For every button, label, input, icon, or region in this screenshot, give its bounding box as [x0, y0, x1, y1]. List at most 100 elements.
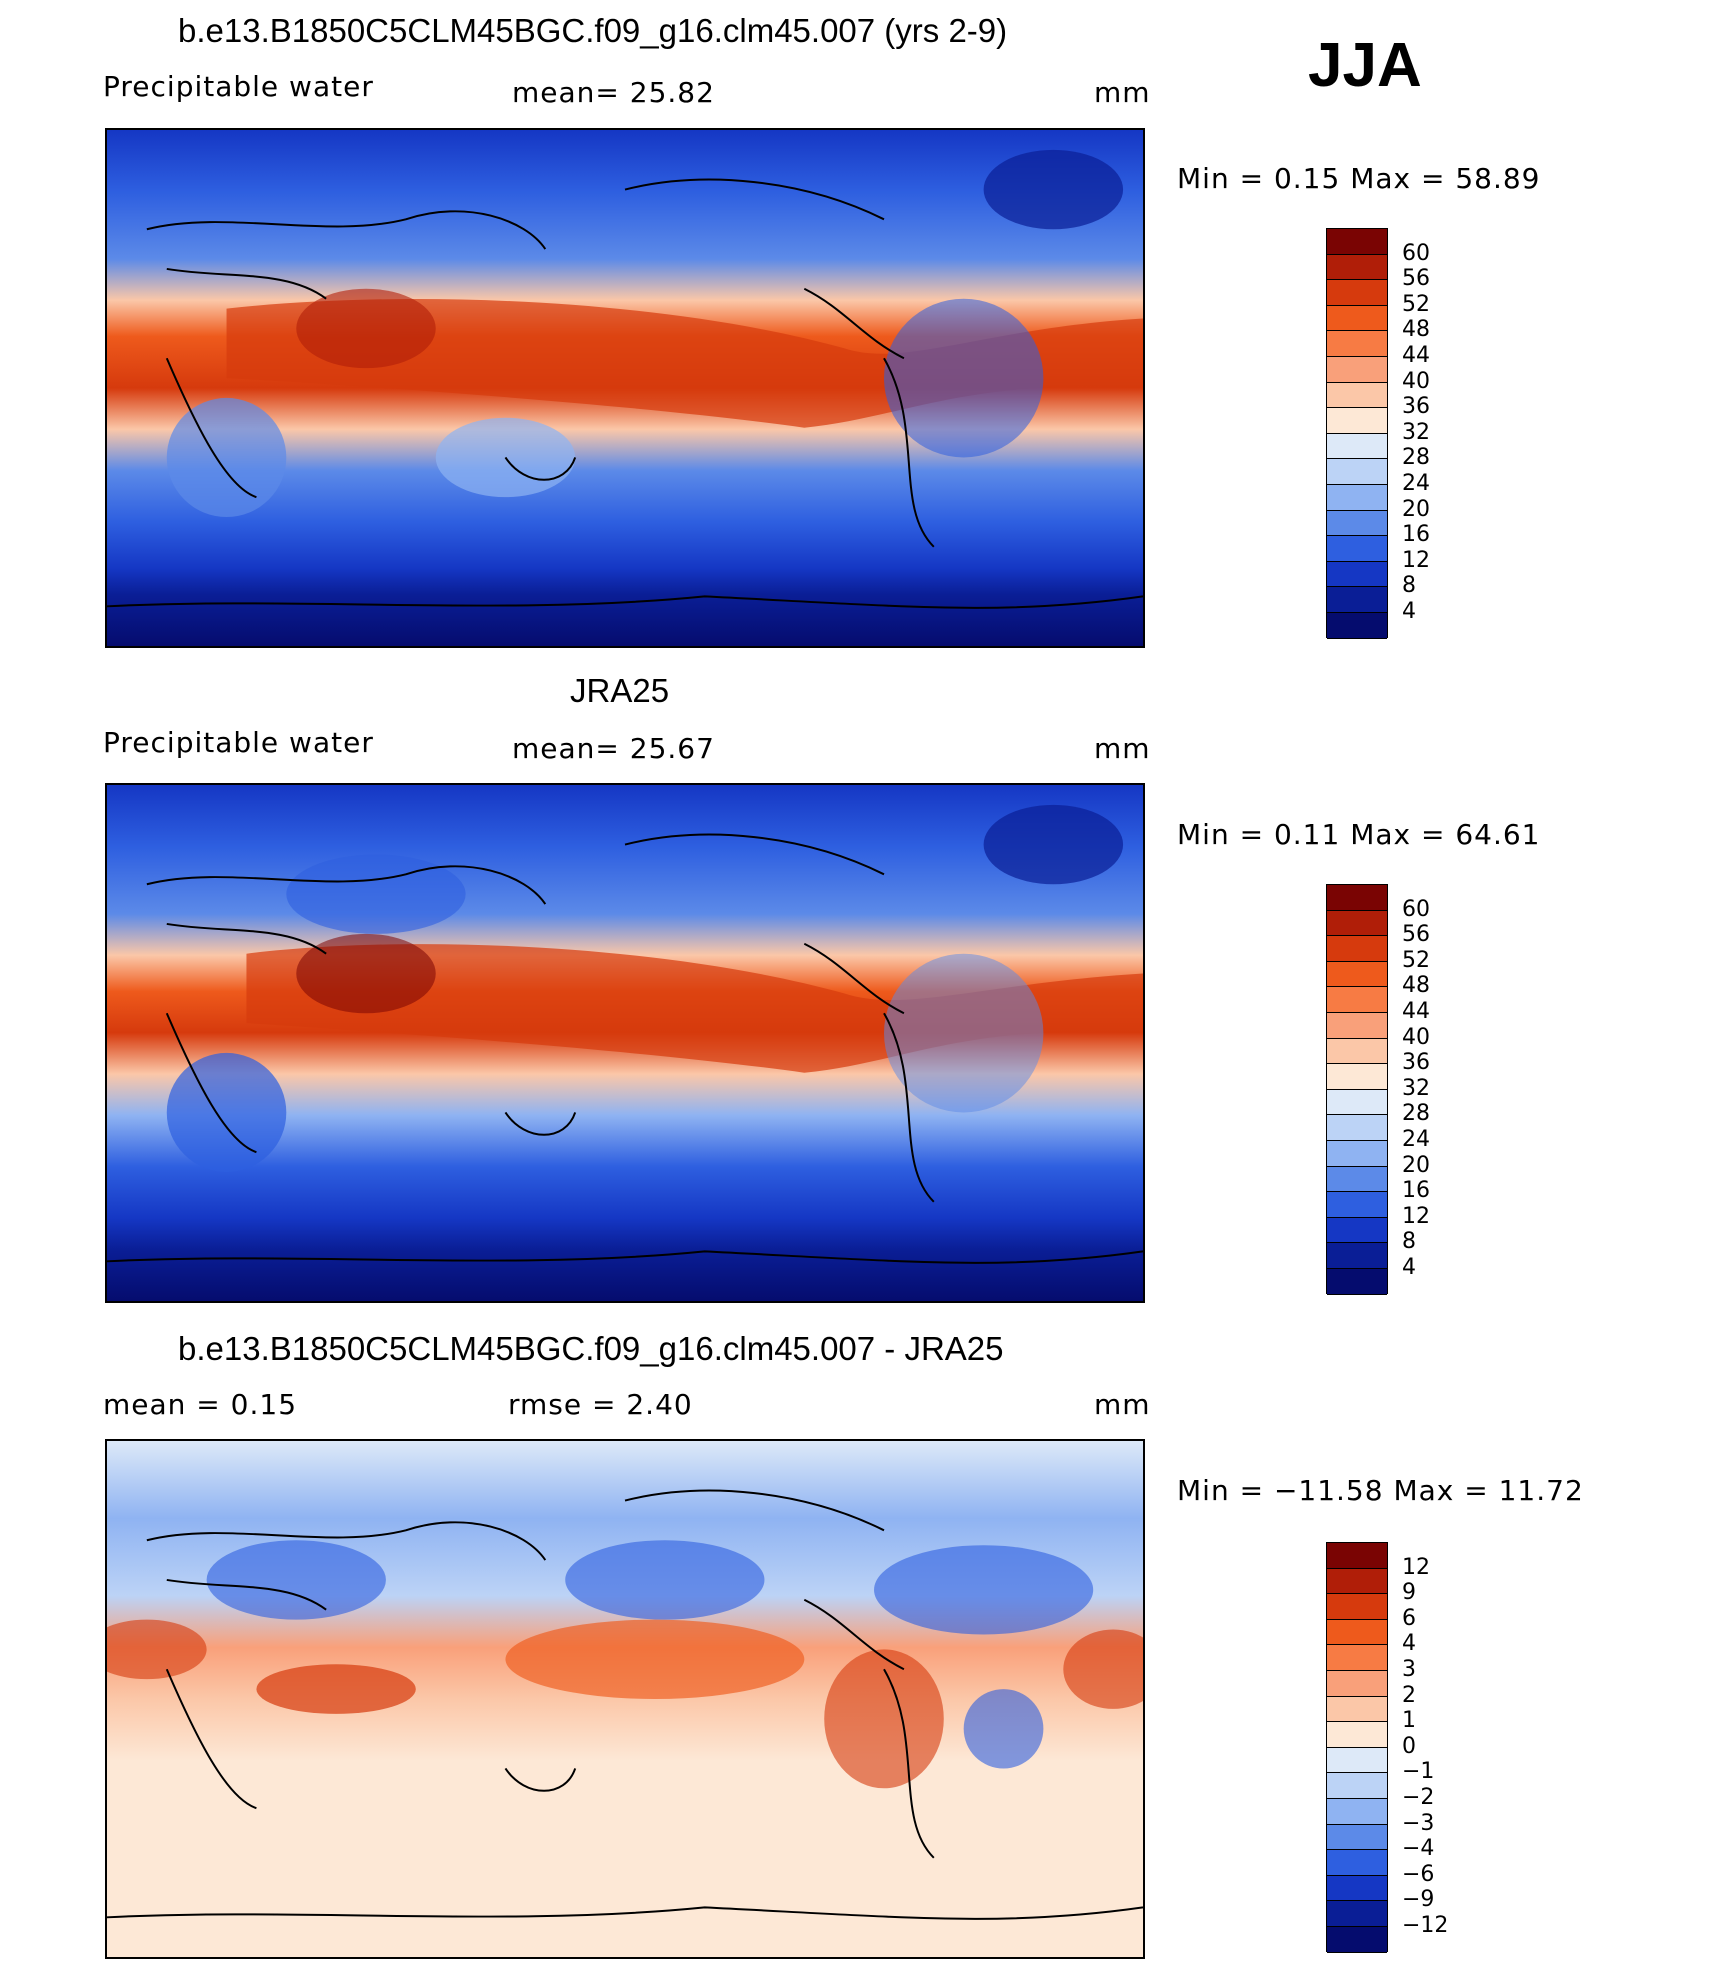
colorbar-box: [1326, 884, 1388, 1295]
panel2-units: mm: [1094, 732, 1151, 765]
panel3-minmax: Min = −11.58 Max = 11.72: [1177, 1474, 1584, 1507]
colorbar-swatch: [1327, 510, 1387, 537]
panel1-map-field: [107, 130, 1143, 646]
colorbar-swatch: [1327, 1115, 1387, 1141]
panel3-title: b.e13.B1850C5CLM45BGC.f09_g16.clm45.007 …: [178, 1330, 1004, 1367]
colorbar-swatch: [1327, 1875, 1387, 1902]
colorbar-tick-label: 20: [1402, 1152, 1430, 1178]
colorbar-swatch: [1327, 561, 1387, 588]
colorbar-tick-label: −6: [1402, 1861, 1435, 1887]
colorbar-tick-label: 44: [1402, 343, 1430, 368]
colorbar-swatch: [1327, 1901, 1387, 1927]
colorbar-tick-label: 40: [1402, 1024, 1430, 1050]
panel1-variable-label: Precipitable water: [103, 70, 374, 103]
colorbar-tick-label: 24: [1402, 1127, 1430, 1152]
colorbar-swatch: [1327, 331, 1387, 357]
panel2-mean-label: mean= 25.67: [512, 732, 715, 765]
colorbar-swatch: [1327, 280, 1387, 306]
colorbar-tick-label: 3: [1402, 1657, 1416, 1682]
colorbar-swatch: [1327, 229, 1387, 255]
colorbar-swatch: [1327, 1722, 1387, 1748]
colorbar-tick-label: 44: [1402, 999, 1430, 1024]
colorbar-swatch: [1327, 613, 1387, 639]
colorbar-swatch: [1327, 1089, 1387, 1116]
panel3-map: [105, 1439, 1145, 1959]
colorbar-swatch: [1327, 1799, 1387, 1825]
colorbar-swatch: [1327, 408, 1387, 434]
colorbar-swatch: [1327, 961, 1387, 988]
colorbar-swatch: [1327, 433, 1387, 460]
colorbar-swatch: [1327, 885, 1387, 911]
colorbar-tick-label: 20: [1402, 496, 1430, 522]
colorbar-tick-label: 16: [1402, 1178, 1430, 1204]
colorbar-swatch: [1327, 1927, 1387, 1953]
colorbar-swatch: [1327, 305, 1387, 332]
colorbar-tick-label: 12: [1402, 1554, 1430, 1580]
colorbar-swatch: [1327, 1671, 1387, 1697]
colorbar-tick-label: −12: [1402, 1913, 1449, 1938]
colorbar-tick-label: 6: [1402, 1605, 1416, 1631]
colorbar-swatch: [1327, 1645, 1387, 1671]
colorbar-tick-label: 1: [1402, 1708, 1416, 1734]
colorbar-swatch: [1327, 987, 1387, 1013]
colorbar-swatch: [1327, 485, 1387, 511]
colorbar-tick-label: 48: [1402, 317, 1430, 343]
colorbar-tick-label: 56: [1402, 922, 1430, 948]
panel2-map: [105, 783, 1145, 1303]
colorbar-swatch: [1327, 459, 1387, 485]
colorbar-swatch: [1327, 910, 1387, 937]
colorbar-tick-label: 28: [1402, 445, 1430, 471]
colorbar-swatch: [1327, 1619, 1387, 1646]
colorbar-tick-label: 60: [1402, 896, 1430, 922]
colorbar-tick-label: −9: [1402, 1887, 1435, 1913]
colorbar-tick-label: 2: [1402, 1682, 1416, 1708]
panel2-minmax: Min = 0.11 Max = 64.61: [1177, 818, 1541, 851]
colorbar-tick-label: 28: [1402, 1101, 1430, 1127]
panel3-mean-label: mean = 0.15: [103, 1388, 298, 1421]
panel2-map-field: [107, 785, 1143, 1301]
colorbar-swatch: [1327, 1269, 1387, 1295]
panel2-variable-label: Precipitable water: [103, 726, 374, 759]
colorbar-tick-label: 4: [1402, 1255, 1416, 1280]
colorbar-swatch: [1327, 1568, 1387, 1595]
colorbar-tick-label: 8: [1402, 573, 1416, 599]
colorbar-tick-label: 52: [1402, 291, 1430, 317]
colorbar-swatch: [1327, 1696, 1387, 1723]
colorbar-tick-label: 4: [1402, 1631, 1416, 1657]
colorbar-swatch: [1327, 382, 1387, 409]
colorbar-tick-label: 9: [1402, 1580, 1416, 1606]
season-label: JJA: [1308, 31, 1422, 100]
colorbar-tick-label: 8: [1402, 1229, 1416, 1255]
colorbar-swatch: [1327, 1217, 1387, 1244]
colorbar-swatch: [1327, 1824, 1387, 1851]
colorbar-tick-label: 48: [1402, 973, 1430, 999]
colorbar-box: [1326, 228, 1388, 639]
colorbar-box: [1326, 1542, 1388, 1953]
colorbar-swatch: [1327, 1141, 1387, 1167]
colorbar-tick-label: 36: [1402, 394, 1430, 420]
panel1-units: mm: [1094, 76, 1151, 109]
panel3-rmse-label: rmse = 2.40: [508, 1388, 693, 1421]
colorbar-tick-label: 12: [1402, 547, 1430, 573]
colorbar-tick-label: 36: [1402, 1050, 1430, 1076]
panel1-minmax: Min = 0.15 Max = 58.89: [1177, 162, 1541, 195]
colorbar-swatch: [1327, 1038, 1387, 1065]
colorbar-tick-label: 60: [1402, 240, 1430, 266]
colorbar-tick-label: 32: [1402, 419, 1430, 445]
colorbar-swatch: [1327, 254, 1387, 281]
colorbar-tick-label: 52: [1402, 947, 1430, 973]
colorbar-swatch: [1327, 936, 1387, 962]
colorbar-tick-label: 0: [1402, 1733, 1416, 1759]
colorbar-swatch: [1327, 1773, 1387, 1799]
colorbar-tick-label: 12: [1402, 1203, 1430, 1229]
panel3-units: mm: [1094, 1388, 1151, 1421]
colorbar-tick-label: 32: [1402, 1075, 1430, 1101]
colorbar-tick-label: 56: [1402, 266, 1430, 292]
panel1-map: [105, 128, 1145, 648]
colorbar-tick-label: 24: [1402, 471, 1430, 496]
panel1-title: b.e13.B1850C5CLM45BGC.f09_g16.clm45.007 …: [178, 12, 1008, 49]
colorbar-swatch: [1327, 1747, 1387, 1774]
colorbar-swatch: [1327, 357, 1387, 383]
colorbar-swatch: [1327, 1543, 1387, 1569]
colorbar-tick-label: −1: [1402, 1759, 1435, 1785]
